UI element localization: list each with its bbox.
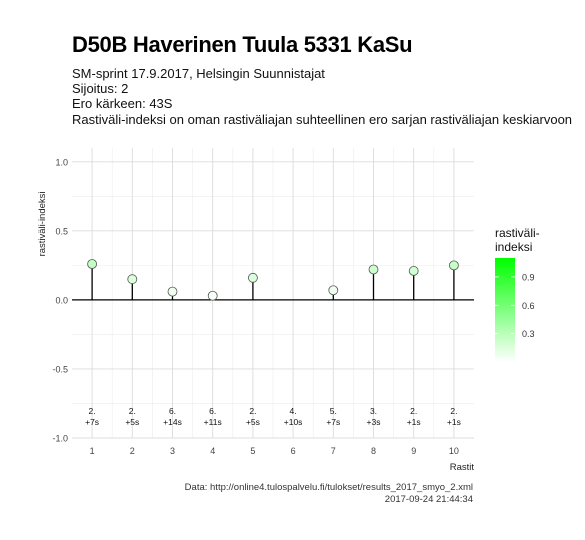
position-label: 6. [209,406,216,416]
legend-tick-label: 0.9 [522,272,535,282]
time-diff-label: +10s [284,417,303,427]
lollipop-point [328,285,339,296]
time-diff-label: +7s [85,417,99,427]
time-diff-label: +3s [367,417,381,427]
y-tick-label: 1.0 [55,157,68,167]
position-label: 2. [89,406,96,416]
lollipop-point [167,286,178,297]
time-diff-label: +5s [246,417,260,427]
legend: rastiväli-indeksi 0.9 0.6 0.3 [495,226,540,362]
time-diff-label: +11s [204,417,222,427]
lollipop-point [207,290,218,301]
data-labels: 2.+7s2.+5s6.+14s6.+11s2.+5s4.+10s5.+7s3.… [85,406,461,427]
position-label: 4. [290,406,297,416]
axes: -1.0 -0.5 0.0 0.5 1.0 1 2 3 4 5 6 7 8 9 10 Rastit rastiv… [37,157,474,473]
x-tick-label: 7 [331,446,336,456]
y-axis-title: rastiväli-indeksi [37,191,48,256]
x-tick-label: 4 [210,446,215,456]
chart-title: D50B Haverinen Tuula 5331 KaSu [72,32,413,57]
x-tick-label: 2 [130,446,135,456]
lollipop-point [408,266,419,276]
position-label: 2. [410,406,417,416]
subtitle-line: Sijoitus: 2 [72,81,129,96]
position-label: 5. [330,406,337,416]
time-diff-label: +1s [447,417,461,427]
y-tick-label: -0.5 [52,364,68,374]
subtitle-line: Rastiväli-indeksi on oman rastiväliajan … [72,112,573,127]
time-diff-label: +1s [407,417,421,427]
points [87,259,459,301]
position-label: 3. [370,406,377,416]
x-tick-label: 6 [291,446,296,456]
subtitle-line: Ero kärkeen: 43S [72,96,173,111]
x-axis-title: Rastit [450,462,475,473]
lollipop-point [368,264,379,275]
legend-colorbar [495,258,515,362]
x-tick-label: 3 [170,446,175,456]
position-label: 2. [249,406,256,416]
y-tick-label: 0.5 [55,226,68,236]
lollipop-point [127,274,138,285]
x-tick-label: 9 [411,446,416,456]
legend-title: rastiväli- [495,226,540,240]
timestamp-caption: 2017-09-24 21:44:34 [384,494,473,505]
grid [72,148,474,439]
subtitle-line: SM-sprint 17.9.2017, Helsingin Suunnista… [72,66,325,81]
legend-tick-label: 0.3 [522,329,535,339]
lollipop-point [87,259,97,269]
legend-tick-label: 0.6 [522,301,535,311]
x-tick-label: 5 [250,446,255,456]
time-diff-label: +14s [163,417,182,427]
legend-title: indeksi [495,240,532,254]
position-label: 2. [450,406,457,416]
x-tick-label: 8 [371,446,376,456]
lollipop-point [247,272,258,283]
time-diff-label: +5s [125,417,139,427]
y-tick-label: -1.0 [52,434,68,444]
lollipop-point [448,260,459,271]
y-tick-label: 0.0 [55,295,68,305]
x-tick-label: 10 [449,446,459,456]
data-source-caption: Data: http://online4.tulospalvelu.fi/tul… [184,482,473,493]
time-diff-label: +7s [326,417,340,427]
x-tick-label: 1 [90,446,95,456]
position-label: 2. [129,406,136,416]
position-label: 6. [169,406,176,416]
